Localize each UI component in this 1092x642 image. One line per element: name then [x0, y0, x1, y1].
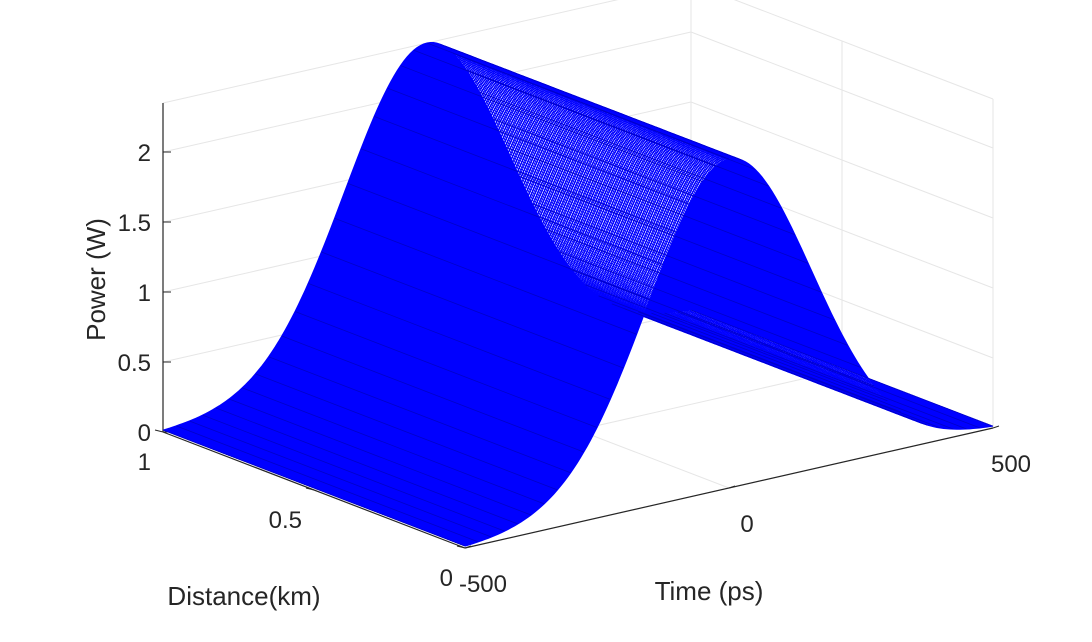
z-tick-label-1.5: 1.5 — [118, 210, 151, 237]
surface-time-line-33 — [598, 295, 901, 413]
side-wall-grid-power-3 — [690, 101, 994, 219]
surface-time-line-1 — [176, 425, 479, 543]
surface-time-line-17 — [387, 87, 690, 205]
surface-time-line-14 — [347, 182, 650, 300]
y-tick-label-0.5: 0.5 — [269, 507, 302, 534]
surface-time-line-32 — [585, 284, 888, 402]
x-tick-label-500: 500 — [991, 451, 1031, 478]
y-tick-label-1: 1 — [138, 449, 151, 476]
surface-time-line-3 — [202, 414, 505, 532]
axes — [154, 103, 1000, 549]
side-wall-grid-power-4 — [690, 31, 994, 149]
z-tick-label-0: 0 — [138, 420, 151, 447]
y-axis-label: Distance(km) — [167, 581, 320, 611]
x-tick-mark-1 — [728, 485, 736, 489]
surface-time-line-36 — [638, 311, 941, 429]
surface-time-line-5 — [228, 398, 532, 516]
surface-time-line-29 — [545, 229, 848, 346]
surface-time-line-11 — [308, 283, 611, 400]
surface-time-line-21 — [440, 43, 743, 161]
x-axis-label: Time (ps) — [655, 576, 764, 606]
surface-time-line-28 — [532, 203, 835, 321]
surface-time-line-15 — [360, 148, 664, 266]
surface-time-line-16 — [374, 116, 677, 233]
z-tick-label-0.5: 0.5 — [118, 350, 151, 377]
surface-time-line-30 — [558, 251, 862, 368]
surface-time-line-27 — [519, 175, 822, 293]
y-tick-mark-2 — [154, 429, 164, 433]
surface-time-line-2 — [189, 420, 492, 538]
surface-time-line-18 — [400, 65, 703, 182]
y-tick-mark-0 — [456, 545, 466, 549]
z-axis-label: Power (W) — [81, 218, 111, 341]
surface-time-line-25 — [492, 118, 796, 236]
z-tick-label-2: 2 — [138, 140, 151, 167]
x-tick-mark-0 — [464, 545, 472, 549]
side-wall-top-edge — [733, 0, 994, 100]
surface-time-line-22 — [453, 53, 756, 170]
surface-time-line-37 — [651, 312, 954, 430]
surface-time-line-40 — [690, 309, 994, 427]
surface-time-line-26 — [506, 146, 809, 264]
surface-time-line-12 — [321, 251, 624, 369]
surface-time-line-7 — [255, 373, 558, 491]
z-tick-label-1: 1 — [138, 280, 151, 307]
surface-time-line-35 — [624, 308, 928, 426]
surface-time-line-4 — [215, 407, 518, 525]
y-tick-mark-1 — [305, 487, 315, 491]
surface-mesh — [162, 41, 994, 547]
surface-time-line-9 — [281, 335, 584, 453]
surface-time-line-39 — [677, 311, 980, 429]
surface-time-line-38 — [664, 312, 967, 430]
surface-time-line-6 — [242, 387, 545, 505]
x-tick-label-neg500: -500 — [459, 571, 507, 598]
surface-time-line-13 — [334, 217, 637, 335]
y-tick-label-0: 0 — [440, 565, 453, 592]
surface-time-line-0 — [162, 429, 466, 547]
surface-time-line-8 — [268, 356, 571, 474]
surface-time-line-10 — [294, 311, 598, 428]
surface-time-line-23 — [466, 69, 769, 187]
tick-labels: -500 0 500 0 0.5 1 0 0.5 1 1.5 2 — [118, 140, 1031, 598]
surface-time-line-24 — [479, 92, 782, 209]
x-tick-label-0: 0 — [740, 511, 753, 538]
x-tick-mark-2 — [992, 425, 1000, 429]
surface-time-line-31 — [572, 269, 875, 387]
